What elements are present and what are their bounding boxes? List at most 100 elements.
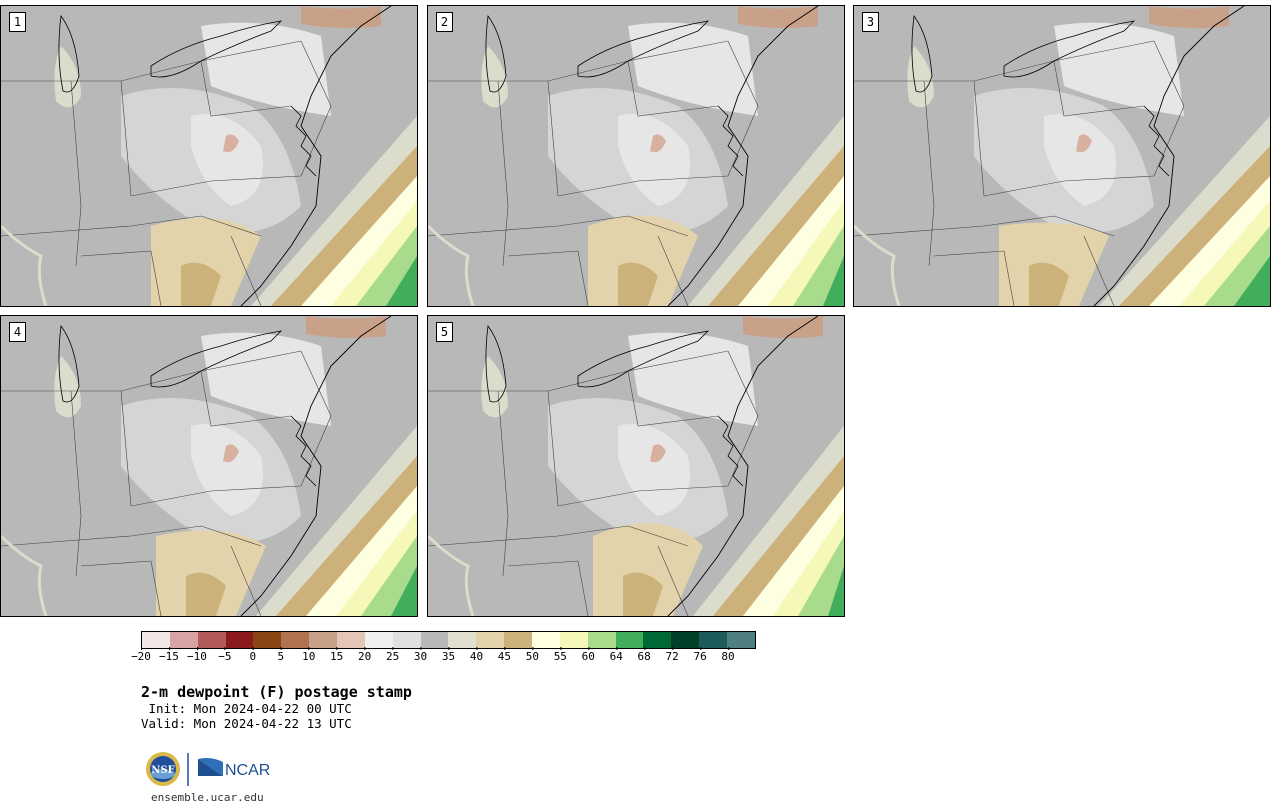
state-border (854, 215, 1115, 237)
colorbar-swatch (643, 632, 672, 648)
colorbar-swatch (699, 632, 728, 648)
stamp-panel-4: 4 (0, 315, 418, 617)
dewpoint-region-tan (999, 222, 1109, 306)
state-border (1, 525, 262, 547)
state-border (577, 250, 589, 306)
lake-michigan-area (54, 46, 81, 108)
svg-text:NSF: NSF (151, 765, 174, 776)
colorbar-tick-label: −15 (159, 647, 179, 663)
colorbar-tick-label: 5 (277, 647, 285, 663)
dewpoint-region-dark-tan (623, 572, 663, 616)
ncar-logo-icon: NCAR (198, 758, 270, 779)
nsf-logo-icon: NSF (146, 752, 180, 786)
colorbar-tick-label: 50 (525, 647, 539, 663)
stamp-label: 1 (9, 12, 26, 32)
lake-erie-outline (150, 330, 283, 388)
init-time: Init: Mon 2024-04-22 00 UTC (141, 701, 352, 716)
state-border (300, 40, 332, 177)
colorbar-tick-label: 76 (693, 647, 707, 663)
state-border (1053, 60, 1145, 117)
state-border (230, 235, 262, 306)
colorbar-swatch (281, 632, 310, 648)
colorbar-swatch (309, 632, 338, 648)
state-border (150, 560, 162, 616)
stamp-label: 4 (9, 322, 26, 342)
colorbar-swatch (142, 632, 170, 648)
colorbar-swatch (169, 632, 198, 648)
state-border (507, 250, 579, 257)
ncar-logo-text: NCAR (225, 762, 270, 779)
coastline (667, 316, 819, 616)
state-border (300, 350, 332, 487)
coastline (240, 6, 392, 306)
dewpoint-region-very-light (191, 424, 263, 516)
footer-url[interactable]: ensemble.ucar.edu (151, 791, 264, 804)
state-border (497, 80, 509, 267)
dewpoint-region-very-light (618, 114, 690, 206)
coastal-band-6 (823, 256, 844, 306)
dewpoint-region-dark-tan (618, 262, 658, 306)
dewpoint-region-dry (738, 6, 818, 29)
state-border (983, 175, 1155, 197)
dewpoint-region-tan (156, 530, 266, 616)
state-border (547, 390, 559, 507)
state-border (150, 250, 162, 306)
state-border (230, 545, 262, 616)
state-border (428, 525, 689, 547)
state-border (1003, 250, 1015, 306)
dewpoint-map-3 (854, 6, 1270, 306)
stamp-panel-2: 2 (427, 5, 845, 307)
chesapeake-bay (290, 415, 317, 487)
state-border (70, 390, 82, 577)
chesapeake-bay (717, 415, 744, 487)
colorbar-swatch (364, 632, 393, 648)
river (854, 224, 901, 306)
colorbar-tick-label: 35 (441, 647, 456, 663)
colorbar-tick-label: 55 (553, 647, 567, 663)
dewpoint-region-dark-tan (1029, 262, 1069, 306)
colorbar-tick-label: 25 (385, 647, 400, 663)
chesapeake-bay (717, 105, 744, 177)
dewpoint-pocket (650, 444, 666, 463)
colorbar-tick-label: 72 (665, 647, 679, 663)
lake-erie-outline (1003, 20, 1136, 78)
colorbar-tick-label: −5 (218, 647, 232, 663)
colorbar-tick-label: 0 (249, 647, 257, 663)
state-border (557, 485, 729, 507)
colorbar-tick-label: 45 (497, 647, 512, 663)
lake-erie-outline (150, 20, 283, 78)
lake-michigan-area (907, 46, 934, 108)
state-border (933, 250, 1005, 257)
state-border (80, 250, 152, 257)
colorbar-tick-label: 40 (469, 647, 484, 663)
valid-time: Valid: Mon 2024-04-22 13 UTC (141, 716, 352, 731)
colorbar-tick-label: 20 (358, 647, 372, 663)
lake-michigan-outline (485, 324, 507, 403)
dewpoint-region-dark-tan (186, 572, 226, 616)
state-border (497, 390, 509, 577)
colorbar-swatch (476, 632, 505, 648)
state-border (1083, 235, 1115, 306)
colorbar-swatch (615, 632, 644, 648)
dewpoint-region-tan (588, 215, 698, 306)
dewpoint-pocket (223, 134, 239, 153)
colorbar-swatch (504, 632, 533, 648)
coastal-band-6 (1234, 256, 1270, 306)
chesapeake-bay (290, 105, 317, 177)
colorbar-tick-label: 60 (581, 647, 595, 663)
colorbar-swatch (253, 632, 282, 648)
coastal-band-6 (386, 256, 417, 306)
river (1, 534, 48, 616)
coastal-band-6 (828, 566, 844, 616)
colorbar-swatch (448, 632, 477, 648)
stamp-label: 2 (436, 12, 453, 32)
stamp-panel-3: 3 (853, 5, 1271, 307)
dewpoint-map-2 (428, 6, 844, 306)
colorbar-swatch (420, 632, 449, 648)
dewpoint-map-1 (1, 6, 417, 306)
colorbar-tick-label: 30 (413, 647, 428, 663)
lake-erie-outline (577, 330, 710, 388)
state-border (727, 350, 759, 487)
colorbar-swatch (671, 632, 700, 648)
dewpoint-region-dry (1149, 6, 1229, 29)
